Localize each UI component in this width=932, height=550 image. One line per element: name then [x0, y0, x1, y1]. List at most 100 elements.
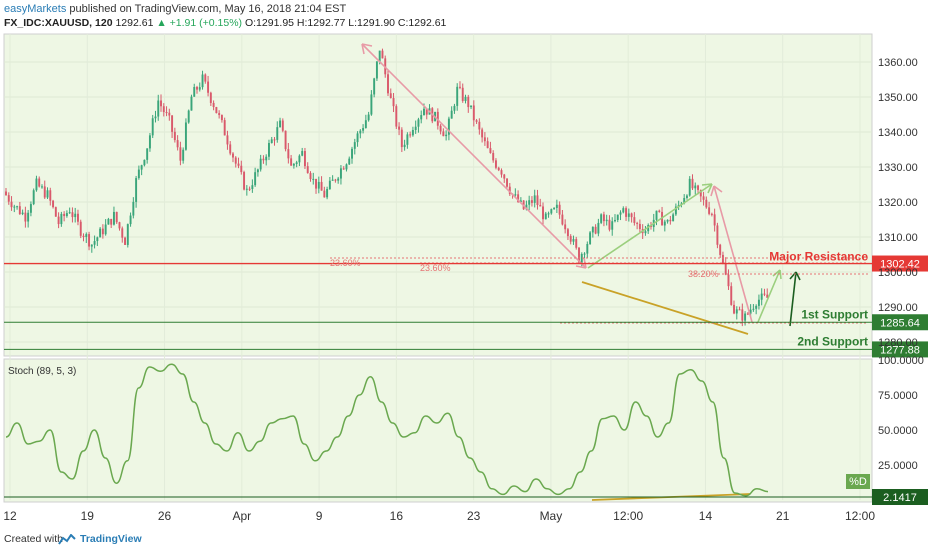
candle-body [262, 158, 265, 161]
candle-body [339, 168, 342, 179]
candle-body [489, 148, 492, 153]
candle-body [126, 224, 129, 245]
time-tick-label: 12:00 [845, 509, 875, 523]
stoch-pane [3, 358, 873, 503]
candle-body [124, 237, 126, 245]
candle-body [506, 178, 508, 187]
candle-body [65, 213, 68, 217]
price-tick-label: 1290.00 [878, 302, 918, 314]
candle-body [284, 130, 287, 150]
tradingview-link[interactable]: TradingView [80, 533, 142, 545]
candle-body [137, 169, 140, 179]
stoch-value-label: 2.1417 [883, 492, 917, 504]
candle-body [160, 100, 162, 107]
downtrend-arrow-head-top [361, 43, 373, 55]
level-price-label: 1285.64 [880, 317, 920, 329]
candle-body [29, 204, 32, 213]
price-pane [3, 33, 873, 357]
candle-body [733, 304, 735, 314]
candle-body [306, 166, 309, 174]
grid [4, 34, 872, 500]
candle-body [566, 229, 569, 237]
candle-body [135, 178, 138, 202]
candle-body [273, 139, 276, 141]
candle-body [256, 169, 259, 173]
candle-body [691, 178, 694, 189]
candle-body [320, 181, 323, 191]
candle-body [760, 293, 763, 300]
candle-body [533, 195, 536, 203]
candle-body [85, 234, 88, 237]
candle-body [602, 214, 605, 222]
fib-label: 23.60% [420, 263, 451, 273]
candle-body [334, 179, 337, 181]
candle-body [591, 226, 594, 233]
candle-body [508, 186, 511, 194]
candle-body [558, 204, 561, 215]
time-tick-label: 9 [316, 509, 323, 523]
candle-body [342, 168, 345, 170]
candle-body [248, 188, 251, 190]
candle-body [387, 74, 389, 94]
candle-body [207, 81, 210, 93]
candle-body [171, 115, 174, 132]
candle-body [461, 87, 464, 101]
target-arrow [789, 271, 797, 327]
candle-body [18, 206, 21, 214]
price-tick-label: 1350.00 [878, 92, 918, 104]
price-tick-label: 1360.00 [878, 57, 918, 69]
time-tick-label: 26 [158, 509, 172, 523]
candle-body [90, 244, 93, 247]
candle-body [636, 222, 639, 224]
candle-body [21, 212, 24, 214]
candle-body [578, 247, 580, 263]
candle-body [331, 179, 334, 181]
stoch-d-line [5, 363, 769, 497]
fib-label: 38.20% [688, 269, 719, 279]
candle-body [398, 126, 401, 130]
candle-body [467, 96, 470, 108]
candle-body [528, 200, 531, 205]
candle-body [616, 214, 619, 220]
candle-body [323, 190, 326, 198]
stoch-series-label: %D [849, 476, 867, 488]
candle-body [741, 309, 744, 321]
drop-arrow [713, 185, 753, 323]
candle-body [201, 74, 204, 88]
bounce-arrow-head [772, 269, 782, 280]
candle-body [381, 50, 384, 59]
candle-body [658, 210, 661, 212]
target-arrow-head [789, 271, 801, 281]
symbol-label: FX_IDC:XAUUSD, 120 [4, 17, 113, 29]
levels: 1302.42 Major Resistance 1285.64 1st Suppor… [4, 250, 928, 358]
candle-body [187, 110, 190, 123]
candle-body [110, 218, 113, 225]
candle-body [364, 120, 367, 128]
candle-body [409, 134, 412, 136]
candle-body [406, 134, 409, 145]
candle-body [148, 135, 151, 149]
candle-body [196, 86, 198, 90]
candle-body [240, 165, 243, 173]
candle-body [265, 156, 268, 161]
tradingview-logo-icon [58, 534, 76, 545]
candle-body [713, 214, 716, 226]
candle-body [245, 188, 248, 190]
candle-body [721, 254, 724, 264]
candle-body [719, 244, 722, 255]
candle-body [705, 199, 708, 208]
candle-body [375, 61, 378, 79]
candle-body [738, 309, 741, 311]
candle-body [151, 118, 154, 136]
brand-link[interactable]: easyMarkets [4, 3, 67, 15]
footer: Created with TradingView [0, 528, 932, 550]
candle-body [68, 212, 71, 214]
candle-body [708, 207, 711, 214]
uptrend-arrow [587, 183, 713, 269]
candle-body [481, 129, 484, 138]
candle-body [312, 178, 315, 180]
candle-body [614, 219, 616, 222]
candle-body [425, 108, 428, 115]
candle-body [619, 212, 622, 215]
